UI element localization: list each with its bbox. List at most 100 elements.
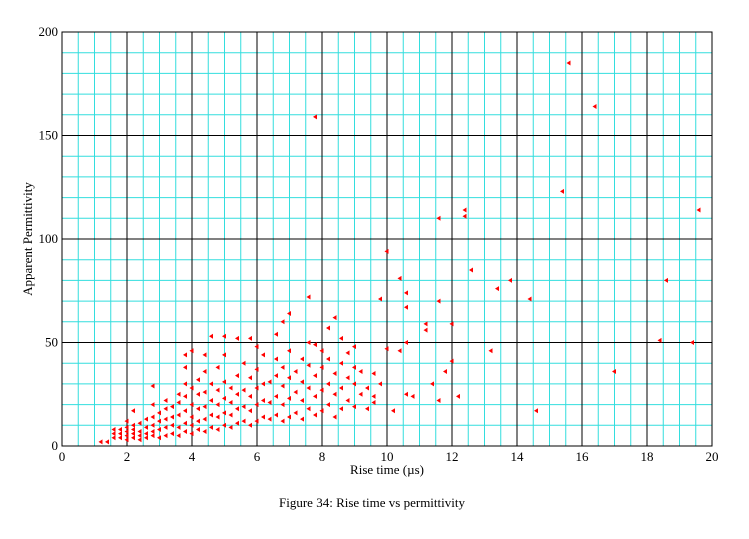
- scatter-point: [202, 429, 207, 435]
- scatter-point: [150, 383, 155, 389]
- scatter-point: [176, 433, 181, 439]
- y-tick-label: 150: [39, 128, 59, 143]
- scatter-point: [170, 431, 174, 437]
- scatter-point: [313, 114, 317, 120]
- scatter-point: [124, 418, 129, 424]
- x-tick-label: 2: [124, 449, 131, 464]
- x-tick-label: 10: [381, 449, 394, 464]
- scatter-point: [332, 315, 337, 321]
- scatter-point: [436, 215, 441, 221]
- scatter-point: [235, 391, 239, 397]
- scatter-point: [443, 368, 447, 374]
- scatter-point: [209, 381, 213, 387]
- scatter-point: [105, 439, 109, 445]
- scatter-point: [293, 410, 298, 416]
- scatter-point: [124, 429, 129, 435]
- scatter-point: [326, 325, 330, 331]
- scatter-point: [163, 424, 168, 430]
- scatter-point: [313, 393, 317, 399]
- scatter-point: [261, 414, 265, 420]
- scatter-point: [202, 389, 207, 395]
- scatter-point: [196, 418, 200, 424]
- x-tick-label: 16: [576, 449, 590, 464]
- scatter-point: [144, 424, 148, 430]
- scatter-point: [371, 371, 376, 377]
- scatter-point: [144, 435, 148, 441]
- scatter-point: [319, 364, 324, 370]
- scatter-point: [371, 400, 376, 406]
- scatter-point: [150, 422, 155, 428]
- scatter-point: [287, 311, 291, 317]
- scatter-point: [332, 371, 337, 377]
- scatter-point: [293, 389, 298, 395]
- scatter-point: [287, 348, 291, 354]
- scatter-point: [566, 60, 571, 66]
- scatter-point: [222, 352, 226, 358]
- scatter-point: [306, 406, 311, 412]
- scatter-point: [339, 360, 343, 366]
- scatter-point: [358, 368, 363, 374]
- scatter-point: [144, 431, 148, 437]
- x-tick-label: 20: [706, 449, 719, 464]
- scatter-point: [508, 277, 512, 283]
- x-tick-label: 0: [59, 449, 66, 464]
- scatter-point: [313, 412, 317, 418]
- scatter-point: [378, 296, 382, 302]
- scatter-point: [345, 397, 350, 403]
- scatter-point: [469, 267, 473, 273]
- scatter-point: [300, 397, 304, 403]
- scatter-point: [462, 213, 467, 219]
- scatter-point: [248, 335, 252, 341]
- scatter-point: [131, 435, 135, 441]
- scatter-point: [183, 381, 187, 387]
- scatter-point: [150, 414, 155, 420]
- scatter-point: [274, 412, 278, 418]
- scatter-point: [131, 422, 135, 428]
- scatter-point: [326, 402, 330, 408]
- scatter-point: [664, 277, 668, 283]
- scatter-point: [267, 400, 272, 406]
- scatter-point: [235, 420, 239, 426]
- scatter-point: [111, 431, 116, 437]
- scatter-point: [274, 331, 278, 337]
- scatter-point: [293, 368, 298, 374]
- scatter-point: [352, 404, 356, 410]
- scatter-point: [157, 410, 161, 416]
- scatter-point: [384, 346, 389, 352]
- x-tick-label: 4: [189, 449, 196, 464]
- scatter-point: [241, 404, 246, 410]
- scatter-point: [495, 286, 499, 292]
- scatter-point: [163, 416, 168, 422]
- scatter-point: [222, 395, 226, 401]
- scatter-point: [339, 406, 343, 412]
- scatter-point: [254, 385, 259, 391]
- x-tick-label: 12: [446, 449, 459, 464]
- scatter-point: [241, 387, 246, 393]
- scatter-point: [189, 348, 194, 354]
- scatter-point: [137, 420, 142, 426]
- scatter-point: [222, 333, 226, 339]
- scatter-point: [215, 426, 220, 432]
- scatter-point: [397, 348, 402, 354]
- scatter-point: [222, 379, 226, 385]
- scatter-point: [404, 290, 408, 296]
- scatter-point: [352, 364, 356, 370]
- scatter-point: [449, 358, 454, 364]
- x-tick-label: 8: [319, 449, 326, 464]
- scatter-point: [319, 348, 324, 354]
- scatter-point: [306, 362, 311, 368]
- scatter-point: [215, 364, 220, 370]
- scatter-point: [612, 368, 616, 374]
- scatter-point: [228, 424, 233, 430]
- scatter-point: [189, 402, 194, 408]
- scatter-point: [248, 408, 252, 414]
- scatter-point: [436, 298, 441, 304]
- x-tick-label: 18: [641, 449, 654, 464]
- scatter-point: [222, 410, 226, 416]
- scatter-point: [248, 375, 252, 381]
- scatter-point: [534, 408, 538, 414]
- scatter-point: [326, 381, 330, 387]
- scatter-point: [144, 416, 148, 422]
- scatter-point: [391, 408, 395, 414]
- scatter-point: [345, 350, 350, 356]
